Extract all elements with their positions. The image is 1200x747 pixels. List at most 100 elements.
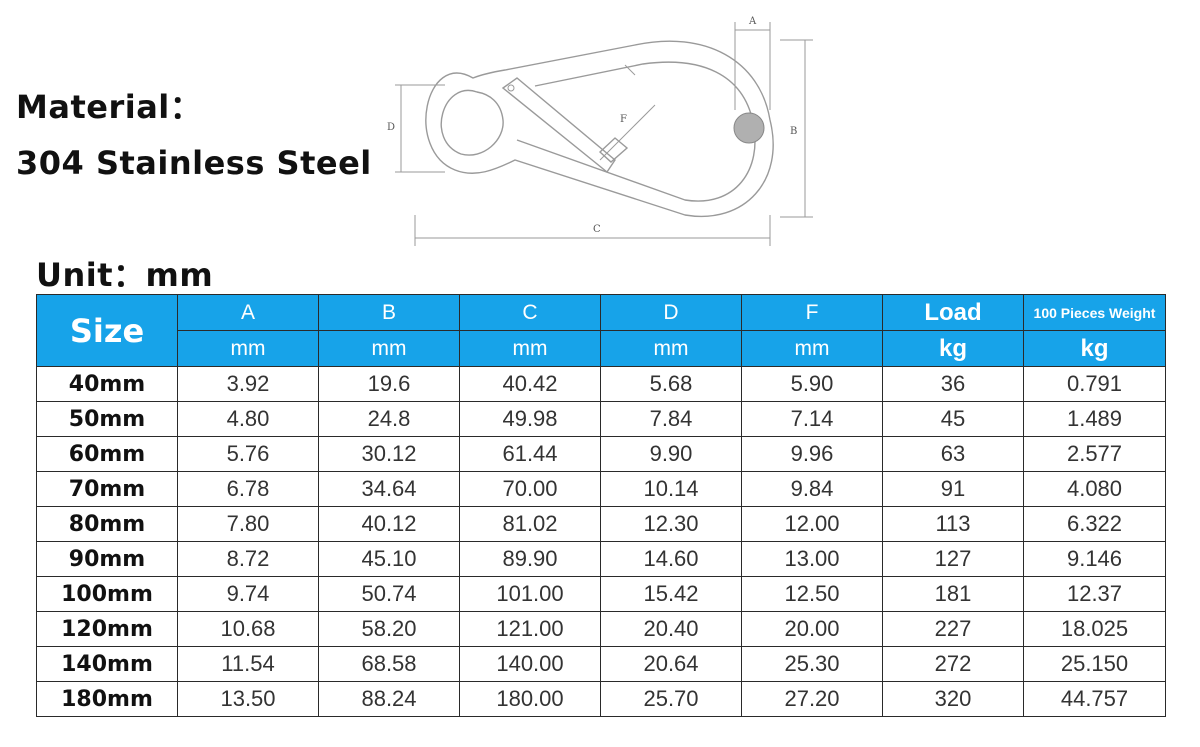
spec-table-body: 40mm 3.92 19.6 40.42 5.68 5.90 36 0.791 50mm 4.80… <box>36 366 1166 717</box>
hook-inner-eye <box>440 89 504 156</box>
table-cell: 14.60 <box>600 541 742 577</box>
table-cell: 320 <box>882 681 1024 717</box>
table-cell: 30.12 <box>318 436 460 472</box>
table-row: 90mm 8.72 45.10 89.90 14.60 13.00 127 9.146 <box>36 541 1166 577</box>
unit-label: Unit：mm <box>36 256 214 294</box>
table-cell: 7.80 <box>177 506 319 542</box>
table-cell: 0.791 <box>1023 366 1166 402</box>
table-cell: 34.64 <box>318 471 460 507</box>
table-cell: 25.70 <box>600 681 742 717</box>
table-cell: 4.80 <box>177 401 319 437</box>
table-cell: 113 <box>882 506 1024 542</box>
col-unit-d: mm <box>600 330 742 367</box>
col-unit-b: mm <box>318 330 460 367</box>
table-cell: 3.92 <box>177 366 319 402</box>
size-cell: 100mm <box>36 576 178 612</box>
size-header: Size <box>36 294 178 367</box>
dim-label-c: C <box>593 224 601 235</box>
table-cell: 24.8 <box>318 401 460 437</box>
col-unit-a: mm <box>177 330 319 367</box>
table-cell: 15.42 <box>600 576 742 612</box>
size-cell: 90mm <box>36 541 178 577</box>
dim-label-d: D <box>387 122 395 133</box>
size-cell: 60mm <box>36 436 178 472</box>
table-cell: 272 <box>882 646 1024 682</box>
table-cell: 49.98 <box>459 401 601 437</box>
table-cell: 70.00 <box>459 471 601 507</box>
table-cell: 6.78 <box>177 471 319 507</box>
table-cell: 89.90 <box>459 541 601 577</box>
table-cell: 63 <box>882 436 1024 472</box>
table-cell: 127 <box>882 541 1024 577</box>
size-cell: 40mm <box>36 366 178 402</box>
table-cell: 5.68 <box>600 366 742 402</box>
header-row-units: mm mm mm mm mm kg kg <box>37 330 1166 367</box>
table-cell: 181 <box>882 576 1024 612</box>
table-cell: 40.42 <box>459 366 601 402</box>
table-row: 120mm 10.68 58.20 121.00 20.40 20.00 227 18.025 <box>36 611 1166 647</box>
table-cell: 5.76 <box>177 436 319 472</box>
table-row: 140mm 11.54 68.58 140.00 20.64 25.30 272 25.150 <box>36 646 1166 682</box>
size-cell: 120mm <box>36 611 178 647</box>
table-cell: 58.20 <box>318 611 460 647</box>
table-cell: 7.84 <box>600 401 742 437</box>
col-unit-c: mm <box>459 330 601 367</box>
table-cell: 40.12 <box>318 506 460 542</box>
table-cell: 19.6 <box>318 366 460 402</box>
snap-hook-diagram: A B C D F <box>387 16 813 246</box>
table-cell: 27.20 <box>741 681 883 717</box>
hook-gate <box>501 77 616 174</box>
table-cell: 12.37 <box>1023 576 1166 612</box>
table-cell: 9.90 <box>600 436 742 472</box>
table-cell: 9.146 <box>1023 541 1166 577</box>
table-cell: 6.322 <box>1023 506 1166 542</box>
table-cell: 25.30 <box>741 646 883 682</box>
hook-wire-section <box>733 112 765 144</box>
material-label: Material： <box>16 88 203 126</box>
dim-label-f: F <box>620 114 627 125</box>
dim-label-a: A <box>748 16 757 27</box>
size-cell: 80mm <box>36 506 178 542</box>
table-cell: 13.50 <box>177 681 319 717</box>
table-row: 180mm 13.50 88.24 180.00 25.70 27.20 320 44.757 <box>36 681 1166 717</box>
table-cell: 140.00 <box>459 646 601 682</box>
table-row: 70mm 6.78 34.64 70.00 10.14 9.84 91 4.080 <box>36 471 1166 507</box>
col-header-f: F <box>741 294 883 331</box>
size-cell: 180mm <box>36 681 178 717</box>
table-cell: 12.50 <box>741 576 883 612</box>
table-cell: 9.74 <box>177 576 319 612</box>
table-cell: 13.00 <box>741 541 883 577</box>
table-cell: 44.757 <box>1023 681 1166 717</box>
table-cell: 20.00 <box>741 611 883 647</box>
table-cell: 180.00 <box>459 681 601 717</box>
col-header-weight: 100 Pieces Weight <box>1023 294 1166 331</box>
table-cell: 8.72 <box>177 541 319 577</box>
col-header-load: Load <box>882 294 1024 331</box>
table-cell: 18.025 <box>1023 611 1166 647</box>
table-cell: 50.74 <box>318 576 460 612</box>
table-cell: 5.90 <box>741 366 883 402</box>
table-row: 40mm 3.92 19.6 40.42 5.68 5.90 36 0.791 <box>36 366 1166 402</box>
table-cell: 9.84 <box>741 471 883 507</box>
table-cell: 10.14 <box>600 471 742 507</box>
table-cell: 2.577 <box>1023 436 1166 472</box>
table-cell: 4.080 <box>1023 471 1166 507</box>
col-header-c: C <box>459 294 601 331</box>
col-unit-f: mm <box>741 330 883 367</box>
size-cell: 50mm <box>36 401 178 437</box>
table-row: 80mm 7.80 40.12 81.02 12.30 12.00 113 6.322 <box>36 506 1166 542</box>
table-cell: 11.54 <box>177 646 319 682</box>
table-cell: 81.02 <box>459 506 601 542</box>
table-cell: 101.00 <box>459 576 601 612</box>
table-cell: 12.30 <box>600 506 742 542</box>
table-cell: 36 <box>882 366 1024 402</box>
table-cell: 12.00 <box>741 506 883 542</box>
hook-outer-contour <box>425 40 774 218</box>
material-value: 304 Stainless Steel <box>16 144 372 182</box>
table-cell: 20.40 <box>600 611 742 647</box>
col-header-a: A <box>177 294 319 331</box>
table-cell: 20.64 <box>600 646 742 682</box>
table-cell: 68.58 <box>318 646 460 682</box>
table-cell: 25.150 <box>1023 646 1166 682</box>
table-cell: 227 <box>882 611 1024 647</box>
